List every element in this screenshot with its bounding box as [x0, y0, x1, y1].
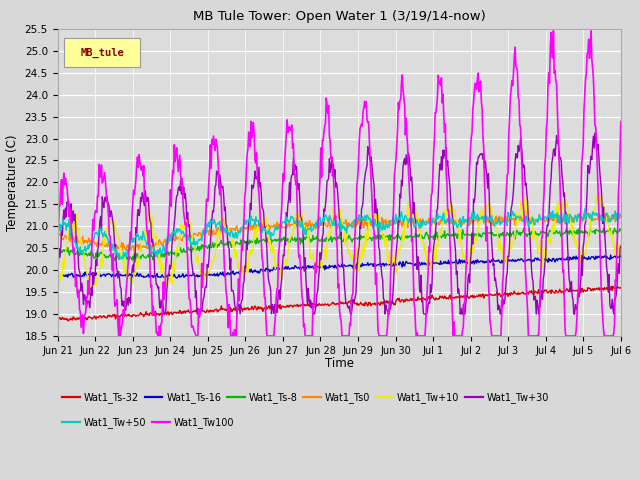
Wat1_Ts0: [54, 236, 61, 241]
Wat1_Ts-8: [425, 236, 433, 242]
Wat1_Ts0: [180, 233, 188, 239]
Legend: Wat1_Tw+50, Wat1_Tw100: Wat1_Tw+50, Wat1_Tw100: [63, 417, 234, 428]
Wat1_Tw+50: [408, 218, 416, 224]
Wat1_Ts-32: [123, 313, 131, 319]
Line: Wat1_Tw100: Wat1_Tw100: [58, 31, 621, 336]
Wat1_Tw100: [64, 194, 72, 200]
Wat1_Ts-8: [64, 244, 72, 250]
Wat1_Tw+10: [64, 235, 72, 240]
Wat1_Ts-8: [122, 252, 129, 257]
Wat1_Tw+50: [210, 220, 218, 226]
Wat1_Ts0: [408, 219, 416, 225]
Wat1_Tw100: [617, 119, 625, 124]
Line: Wat1_Tw+30: Wat1_Tw+30: [58, 133, 621, 314]
Wat1_Ts-32: [64, 318, 72, 324]
Y-axis label: Temperature (C): Temperature (C): [6, 134, 19, 231]
Wat1_Tw+30: [425, 300, 433, 305]
Wat1_Tw100: [550, 28, 557, 34]
Wat1_Ts0: [64, 235, 72, 240]
Wat1_Ts-16: [210, 272, 218, 277]
Wat1_Ts-8: [210, 245, 218, 251]
Wat1_Ts-16: [122, 273, 129, 279]
Wat1_Tw+50: [180, 230, 188, 236]
Wat1_Tw+50: [54, 232, 61, 238]
Wat1_Tw+50: [425, 221, 433, 227]
Title: MB Tule Tower: Open Water 1 (3/19/14-now): MB Tule Tower: Open Water 1 (3/19/14-now…: [193, 11, 486, 24]
Wat1_Ts-8: [131, 259, 139, 265]
Wat1_Tw100: [54, 212, 61, 217]
Wat1_Ts0: [210, 228, 218, 233]
Line: Wat1_Tw+10: Wat1_Tw+10: [58, 192, 621, 292]
Wat1_Tw+30: [180, 184, 188, 190]
Wat1_Tw+10: [179, 223, 187, 228]
Wat1_Tw100: [210, 133, 218, 139]
Line: Wat1_Ts-8: Wat1_Ts-8: [58, 228, 621, 262]
Wat1_Tw+30: [210, 209, 218, 215]
Wat1_Ts-8: [408, 234, 416, 240]
Wat1_Ts-16: [64, 274, 72, 280]
Wat1_Ts-16: [425, 262, 433, 268]
Wat1_Ts0: [131, 250, 138, 256]
Wat1_Tw+10: [617, 247, 625, 253]
Wat1_Tw+30: [160, 311, 168, 317]
Wat1_Tw100: [123, 283, 131, 288]
Wat1_Ts-32: [425, 294, 433, 300]
Wat1_Tw+30: [617, 243, 625, 249]
Wat1_Tw+50: [123, 253, 131, 259]
Wat1_Ts0: [617, 215, 625, 220]
Wat1_Tw+10: [408, 205, 415, 211]
X-axis label: Time: Time: [324, 357, 354, 370]
Wat1_Tw100: [180, 210, 188, 216]
Wat1_Tw100: [408, 235, 416, 241]
Wat1_Ts-32: [180, 309, 188, 314]
Wat1_Tw+10: [122, 270, 129, 276]
Wat1_Ts-32: [408, 296, 416, 302]
Wat1_Tw+30: [408, 186, 416, 192]
Wat1_Tw+30: [54, 266, 61, 272]
Wat1_Ts-16: [408, 261, 416, 267]
Wat1_Tw100: [115, 333, 122, 339]
Wat1_Ts0: [556, 210, 564, 216]
Line: Wat1_Ts0: Wat1_Ts0: [58, 213, 621, 253]
Wat1_Ts0: [122, 247, 129, 253]
Wat1_Ts-32: [210, 309, 218, 315]
Line: Wat1_Ts-16: Wat1_Ts-16: [58, 255, 621, 278]
Line: Wat1_Tw+50: Wat1_Tw+50: [58, 209, 621, 260]
Wat1_Ts-8: [617, 227, 625, 233]
Wat1_Tw+30: [122, 307, 129, 313]
Wat1_Tw+30: [64, 201, 72, 207]
Text: MB_tule: MB_tule: [80, 48, 124, 58]
Wat1_Tw+10: [209, 260, 216, 266]
Wat1_Tw+50: [64, 223, 72, 229]
Wat1_Ts-16: [164, 276, 172, 281]
Wat1_Tw100: [425, 244, 433, 250]
Wat1_Ts-32: [609, 283, 617, 289]
Wat1_Ts-32: [65, 318, 72, 324]
Wat1_Tw+30: [591, 130, 599, 136]
Wat1_Ts0: [425, 216, 433, 221]
Wat1_Tw+10: [54, 289, 61, 295]
Wat1_Ts-8: [54, 247, 61, 252]
Wat1_Tw+10: [561, 189, 568, 194]
Wat1_Ts-16: [180, 274, 188, 280]
Wat1_Ts-32: [617, 285, 625, 291]
Wat1_Tw+10: [424, 256, 432, 262]
Wat1_Ts-32: [54, 316, 61, 322]
Wat1_Ts-16: [607, 252, 614, 258]
Wat1_Ts-8: [180, 246, 188, 252]
Wat1_Ts-16: [617, 253, 625, 259]
Wat1_Tw+50: [581, 206, 589, 212]
Wat1_Ts-16: [54, 272, 61, 278]
Wat1_Tw+50: [116, 257, 124, 263]
FancyBboxPatch shape: [65, 38, 140, 67]
Line: Wat1_Ts-32: Wat1_Ts-32: [58, 286, 621, 321]
Wat1_Ts-8: [586, 225, 594, 230]
Wat1_Tw+50: [617, 213, 625, 219]
